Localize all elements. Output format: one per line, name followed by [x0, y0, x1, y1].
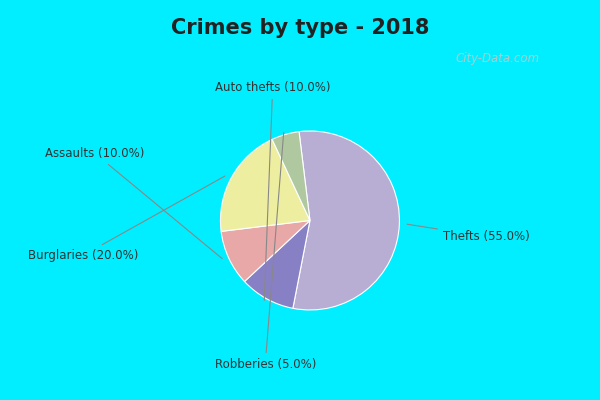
Wedge shape: [272, 132, 310, 220]
Wedge shape: [221, 220, 310, 282]
Text: Burglaries (20.0%): Burglaries (20.0%): [28, 176, 225, 262]
Text: Auto thefts (10.0%): Auto thefts (10.0%): [215, 81, 331, 300]
Text: Crimes by type - 2018: Crimes by type - 2018: [171, 18, 429, 38]
Text: City-Data.com: City-Data.com: [456, 52, 540, 65]
Text: Thefts (55.0%): Thefts (55.0%): [407, 224, 530, 243]
Text: Robberies (5.0%): Robberies (5.0%): [215, 132, 316, 371]
Wedge shape: [293, 131, 400, 310]
Wedge shape: [244, 220, 310, 308]
Text: Assaults (10.0%): Assaults (10.0%): [45, 147, 222, 259]
Wedge shape: [220, 139, 310, 231]
